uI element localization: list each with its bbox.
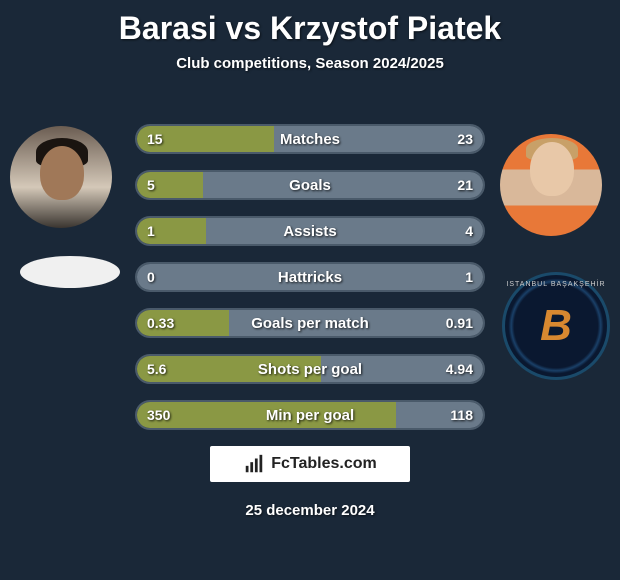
source-label: FcTables.com — [271, 455, 377, 473]
stat-label: Matches — [137, 126, 483, 152]
stat-label: Hattricks — [137, 264, 483, 290]
stat-row: 0.330.91Goals per match — [135, 308, 485, 338]
bars-icon — [243, 453, 265, 475]
source-badge: FcTables.com — [210, 446, 410, 482]
team-right-badge: ISTANBUL BAŞAKŞEHİR B — [502, 272, 610, 380]
stat-row: 5.64.94Shots per goal — [135, 354, 485, 384]
team-ring-text: ISTANBUL BAŞAKŞEHİR — [506, 281, 605, 288]
stat-label: Goals — [137, 172, 483, 198]
team-initial: B — [540, 301, 572, 351]
player-left-avatar — [10, 126, 112, 228]
page-subtitle: Club competitions, Season 2024/2025 — [0, 55, 620, 72]
stat-row: 14Assists — [135, 216, 485, 246]
stat-row: 350118Min per goal — [135, 400, 485, 430]
stat-label: Assists — [137, 218, 483, 244]
date-label: 25 december 2024 — [0, 502, 620, 519]
stat-row: 521Goals — [135, 170, 485, 200]
player-right-avatar — [500, 134, 602, 236]
stats-container: 1523Matches 521Goals 14Assists 01Hattricks 0… — [135, 124, 485, 446]
team-left-badge-placeholder — [20, 256, 120, 288]
stat-label: Min per goal — [137, 402, 483, 428]
stat-label: Shots per goal — [137, 356, 483, 382]
stat-row: 01Hattricks — [135, 262, 485, 292]
stat-label: Goals per match — [137, 310, 483, 336]
page-title: Barasi vs Krzystof Piatek — [0, 0, 620, 47]
stat-row: 1523Matches — [135, 124, 485, 154]
